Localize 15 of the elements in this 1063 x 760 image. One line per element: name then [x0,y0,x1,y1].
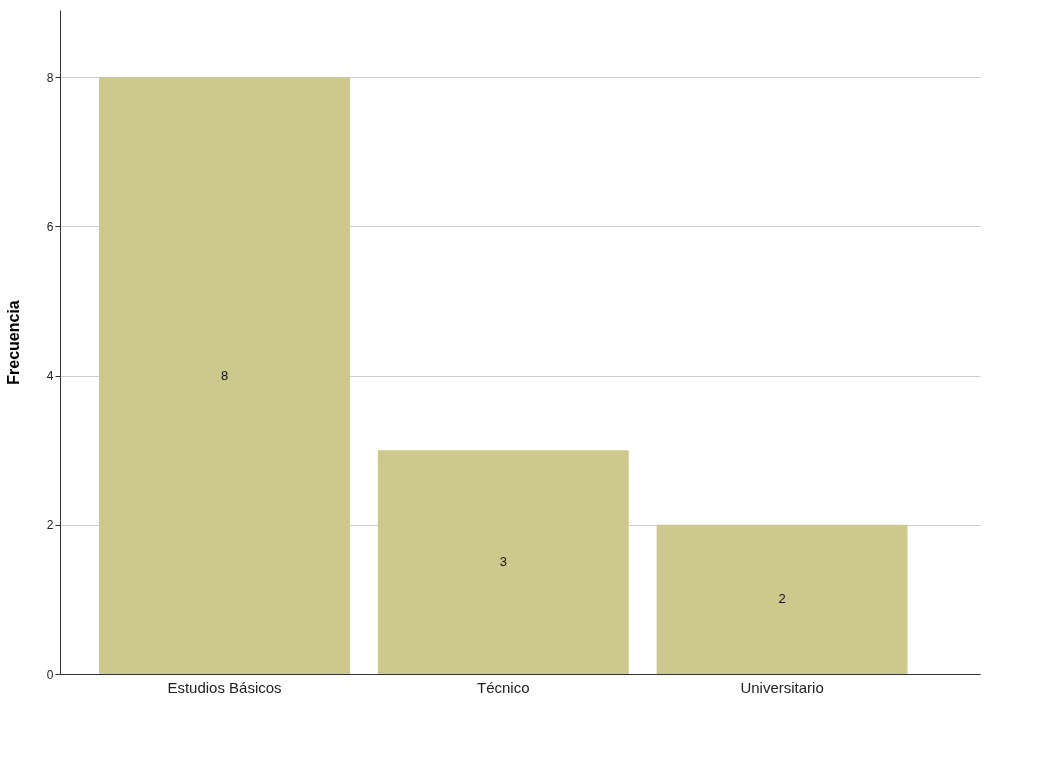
x-tick-label: Estudios Básicos [167,678,282,696]
y-tick-label: 4 [46,369,54,384]
bar [656,524,908,674]
y-axis-title: Frecuencia [4,300,22,385]
y-tick-label: 8 [46,70,54,85]
data-label: 2 [778,591,786,607]
bar [377,450,629,674]
data-label: 8 [220,367,229,383]
bar [99,77,350,674]
y-tick-label: 6 [46,219,54,234]
y-tick-label: 0 [46,667,54,682]
x-tick-label: Universitario [740,678,824,696]
x-tick-label: Técnico [477,678,530,696]
data-label: 3 [499,554,507,570]
y-tick-label: 2 [46,518,54,533]
